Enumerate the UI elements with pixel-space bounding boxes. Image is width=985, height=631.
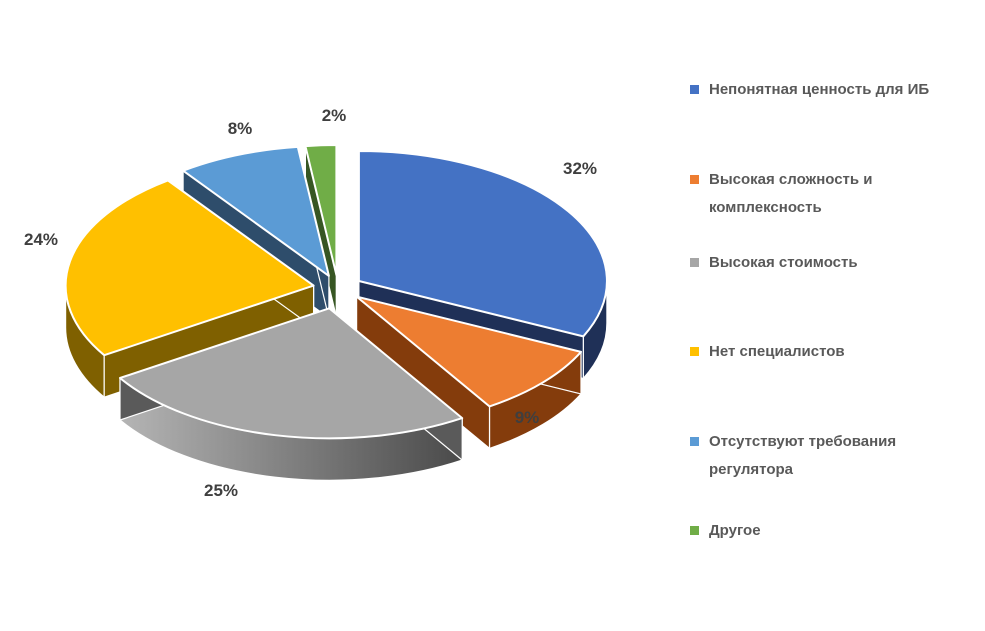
slice-value-label-5: 2% [321,106,347,125]
pie-slice-1 [355,295,582,449]
slice-value-label-2: 25% [203,481,239,500]
slice-value-label-4: 8% [227,119,253,138]
chart-legend: Непонятная ценность для ИБ Высокая сложно… [690,0,985,631]
legend-item-0: Непонятная ценность для ИБ [690,76,931,104]
legend-label: Непонятная ценность для ИБ [709,81,930,98]
legend-swatch-icon [690,175,699,184]
slice-top-face [357,150,608,338]
legend-item-4: Отсутствуют требования регулятора [690,428,931,484]
legend-item-2: Высокая стоимость [690,249,931,277]
legend-swatch-icon [690,526,699,535]
slice-top-face [182,145,330,277]
legend-label: Высокая сложность и комплексность [709,171,873,216]
legend-label: Другое [709,522,761,539]
slice-value-label-3: 24% [23,230,59,249]
legend-item-3: Нет специалистов [690,338,931,366]
legend-item-1: Высокая сложность и комплексность [690,166,931,222]
legend-item-5: Другое [690,517,931,545]
slice-top-face [355,295,582,408]
legend-label: Нет специалистов [709,343,845,360]
pie-slice-3 [64,179,315,398]
slice-value-label-0: 32% [562,159,598,178]
legend-swatch-icon [690,258,699,267]
slice-top-face [119,307,464,440]
legend-label: Отсутствуют требования регулятора [709,433,897,478]
slice-top-face [304,144,338,276]
slice-value-label-1: 9% [514,408,540,427]
slice-top-face [64,179,315,357]
legend-swatch-icon [690,437,699,446]
pie-slice-2 [119,307,464,481]
legend-swatch-icon [690,85,699,94]
legend-label: Высокая стоимость [709,254,858,271]
legend-swatch-icon [690,347,699,356]
